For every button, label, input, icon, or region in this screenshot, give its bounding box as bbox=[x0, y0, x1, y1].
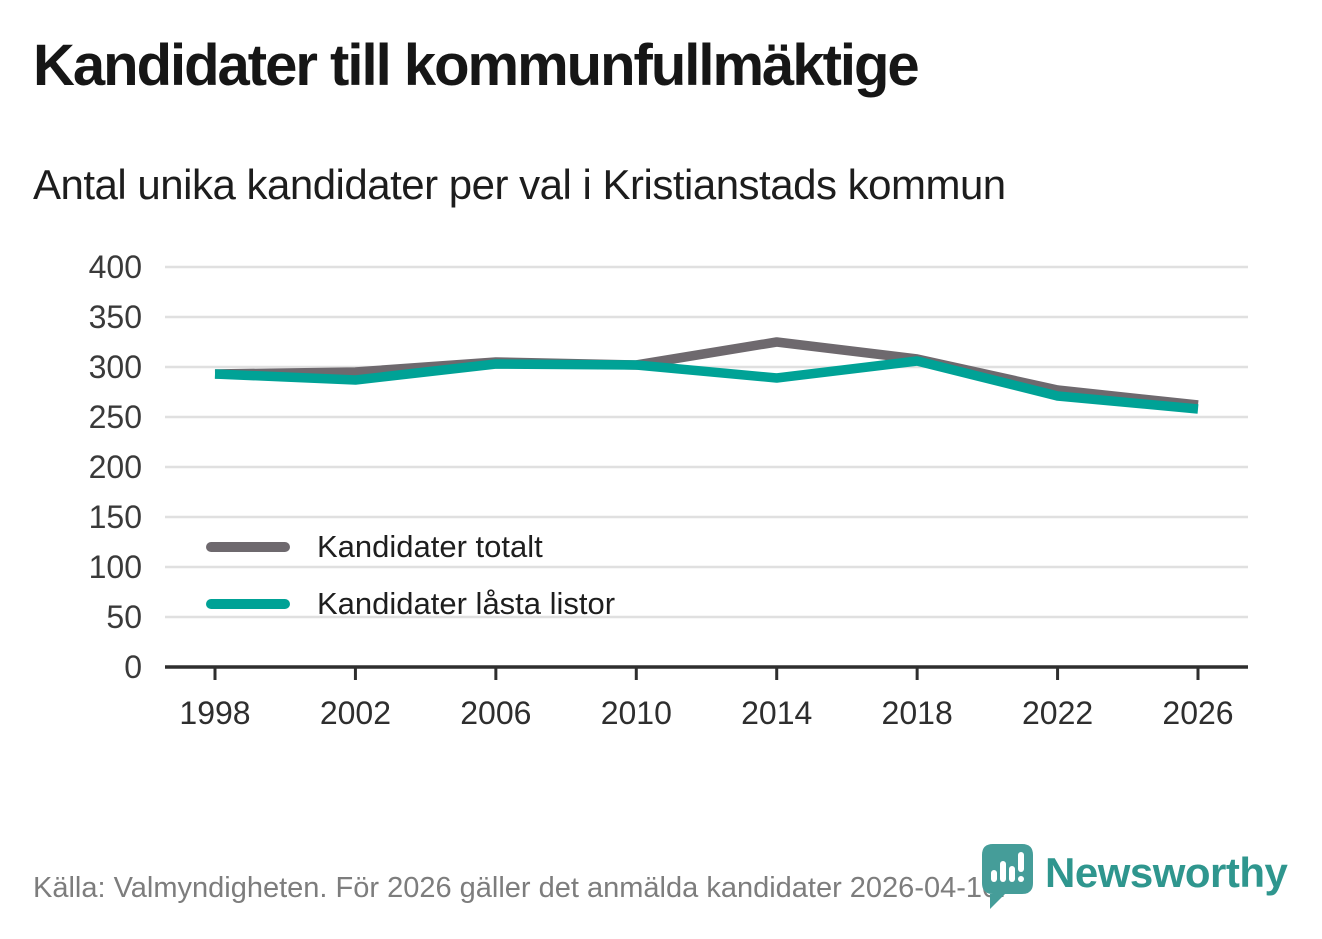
svg-text:300: 300 bbox=[89, 349, 142, 385]
svg-text:50: 50 bbox=[106, 599, 142, 635]
svg-text:200: 200 bbox=[89, 449, 142, 485]
svg-text:2018: 2018 bbox=[882, 695, 953, 731]
chart-legend: Kandidater totalt Kandidater låsta listo… bbox=[206, 518, 615, 632]
page-title: Kandidater till kommunfullmäktige bbox=[33, 33, 920, 98]
legend-row: Kandidater totalt bbox=[206, 518, 615, 575]
newsworthy-logo-text: Newsworthy bbox=[1045, 849, 1288, 896]
svg-text:2022: 2022 bbox=[1022, 695, 1093, 731]
svg-text:2026: 2026 bbox=[1162, 695, 1233, 731]
svg-text:400: 400 bbox=[89, 249, 142, 285]
svg-text:150: 150 bbox=[89, 499, 142, 535]
svg-text:2002: 2002 bbox=[320, 695, 391, 731]
source-note: Källa: Valmyndigheten. För 2026 gäller d… bbox=[33, 872, 1007, 904]
newsworthy-pin-chart-icon bbox=[982, 844, 1033, 909]
svg-text:2010: 2010 bbox=[601, 695, 672, 731]
page-subtitle: Antal unika kandidater per val i Kristia… bbox=[33, 161, 1006, 208]
svg-text:2006: 2006 bbox=[460, 695, 531, 731]
legend-label-totalt: Kandidater totalt bbox=[317, 528, 543, 564]
legend-row: Kandidater låsta listor bbox=[206, 575, 615, 632]
svg-text:1998: 1998 bbox=[179, 695, 250, 731]
svg-text:350: 350 bbox=[89, 299, 142, 335]
svg-text:100: 100 bbox=[89, 549, 142, 585]
legend-swatch-lasta-listor bbox=[206, 598, 290, 609]
legend-label-lasta-listor: Kandidater låsta listor bbox=[317, 585, 616, 621]
newsworthy-logo: Newsworthy bbox=[981, 843, 1288, 913]
svg-text:250: 250 bbox=[89, 399, 142, 435]
svg-text:0: 0 bbox=[124, 649, 142, 685]
legend-swatch-totalt bbox=[206, 541, 290, 552]
svg-text:2014: 2014 bbox=[741, 695, 812, 731]
